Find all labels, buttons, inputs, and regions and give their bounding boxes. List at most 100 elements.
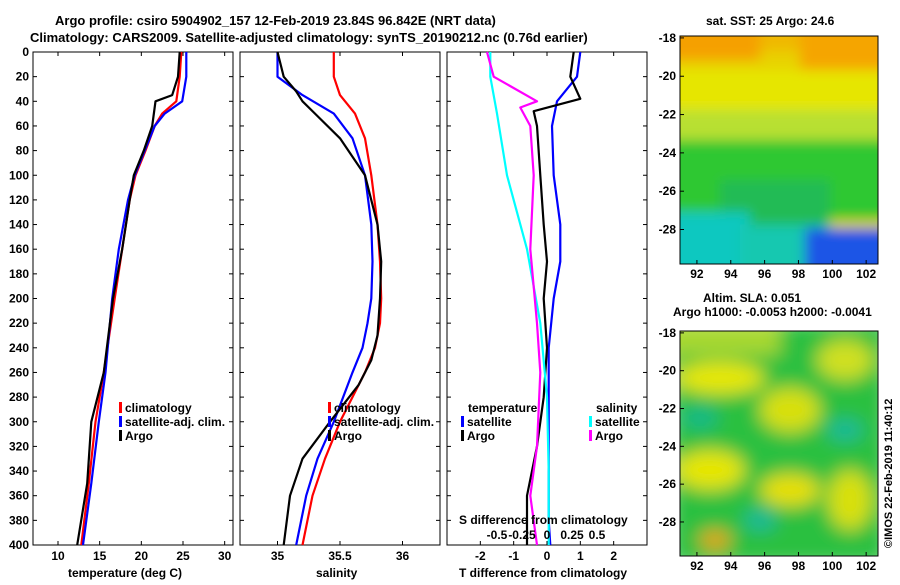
- legend-swatch-climatology: [328, 402, 331, 413]
- title-line-1: Argo profile: csiro 5904902_157 12-Feb-2…: [55, 13, 496, 28]
- sla-cyan-spot-2: [827, 420, 863, 440]
- legend-label-climatology: climatology: [125, 401, 192, 415]
- depth-tick-label: 20: [16, 70, 30, 84]
- legend-label-climatology: climatology: [334, 401, 401, 415]
- sla-map: [680, 331, 878, 556]
- map-y-tick-label: -18: [659, 31, 677, 45]
- salinity-xlabel: salinity: [316, 566, 358, 580]
- legend-label-s-satellite: satellite: [595, 415, 640, 429]
- map-x-tick-label: 102: [856, 559, 876, 573]
- legend-title-salinity: salinity: [596, 401, 638, 415]
- series-argo: [76, 51, 181, 546]
- legend-swatch-argo: [328, 430, 331, 441]
- legend-swatch-t-satellite: [461, 416, 464, 427]
- legend-label-satellite: satellite-adj. clim.: [125, 415, 225, 429]
- depth-tick-label: 300: [9, 415, 29, 429]
- sla-cyan-spot-3: [744, 510, 776, 530]
- legend-swatch-climatology: [119, 402, 122, 413]
- sst-map-axes: 92 94 96 98 100 102 -18 -20 -22 -24 -26 -28: [659, 31, 877, 281]
- temperature-xlabel: temperature (deg C): [68, 566, 182, 580]
- sst-orange-band: [760, 36, 800, 51]
- depth-tick-label: 280: [9, 390, 29, 404]
- x-tick-label: 36: [396, 549, 410, 563]
- sla-orange-south: [699, 531, 731, 549]
- title-line-2: Climatology: CARS2009. Satellite-adjuste…: [30, 30, 588, 45]
- sla-map-subtitle: Argo h1000: -0.0053 h2000: -0.0041: [673, 305, 872, 319]
- map-x-tick-label: 94: [724, 267, 738, 281]
- legend-label-argo: Argo: [334, 429, 362, 443]
- legend-label-s-argo: Argo: [595, 429, 623, 443]
- salinity-panel: [239, 51, 441, 546]
- map-y-tick-label: -24: [659, 439, 677, 453]
- sst-cyan-west: [680, 212, 750, 264]
- s-difference-label: S difference from climatology: [459, 513, 628, 527]
- salinity-plot: 35 35.5 36: [240, 51, 440, 563]
- x-tick-label: 30: [218, 549, 232, 563]
- x-tick-label: 15: [93, 549, 107, 563]
- sst-warm-northwest: [680, 36, 760, 60]
- depth-tick-label: 360: [9, 489, 29, 503]
- map-y-tick-label: -18: [659, 326, 677, 340]
- legend-swatch-satellite: [119, 416, 122, 427]
- x-tick-label: 0: [544, 549, 551, 563]
- depth-tick-label: 180: [9, 267, 29, 281]
- map-y-tick-label: -20: [659, 364, 677, 378]
- legend-swatch-s-satellite: [589, 416, 592, 427]
- series-argo: [276, 51, 383, 546]
- map-y-tick-label: -22: [659, 108, 677, 122]
- legend-label-satellite: satellite-adj. clim.: [334, 415, 434, 429]
- depth-tick-label: 120: [9, 193, 29, 207]
- difference-xlabel: T difference from climatology: [459, 566, 627, 580]
- difference-plot: -2 -1 0 1 2: [447, 51, 647, 563]
- depth-tick-label: 220: [9, 316, 29, 330]
- depth-axis: 0 20 40 60 80 100 120 140 160 180 200 220 240 260 280 3…: [9, 45, 29, 552]
- map-y-tick-label: -22: [659, 402, 677, 416]
- depth-tick-label: 400: [9, 538, 29, 552]
- sla-map-frame: [679, 330, 879, 557]
- legend-swatch-s-argo: [589, 430, 592, 441]
- difference-panel: [446, 51, 648, 546]
- map-x-tick-label: 98: [792, 267, 806, 281]
- x-tick-label: 2: [610, 549, 617, 563]
- map-y-tick-label: -28: [659, 515, 677, 529]
- depth-tick-label: 60: [16, 119, 30, 133]
- x-tick-label: -2: [475, 549, 486, 563]
- depth-tick-label: 340: [9, 464, 29, 478]
- s-difference-ticks: -0.5 -0.25 0 0.25 0.5: [487, 528, 606, 542]
- series-s-satellite: [489, 52, 550, 545]
- map-x-tick-label: 96: [758, 267, 772, 281]
- depth-tick-label: 40: [16, 94, 30, 108]
- sla-cyan-spot: [682, 408, 718, 428]
- sla-map-axes: 92 94 96 98 100 102 -18 -20 -22 -24 -26 -28: [659, 326, 877, 573]
- sla-yellow-south: [760, 474, 820, 506]
- sla-yellow-north: [680, 362, 765, 394]
- sla-yellow-southeast: [828, 470, 872, 530]
- map-y-tick-label: -24: [659, 146, 677, 160]
- sst-map: [680, 36, 878, 264]
- temperature-legend: climatology satellite-adj. clim. Argo: [119, 401, 225, 443]
- x-tick-label: 25: [176, 549, 190, 563]
- sla-map-title: Altim. SLA: 0.051: [703, 291, 801, 305]
- s-diff-tick-label: 0.25: [560, 528, 584, 542]
- map-x-tick-label: 100: [822, 267, 842, 281]
- map-x-tick-label: 96: [758, 559, 772, 573]
- x-tick-label: 20: [135, 549, 149, 563]
- legend-swatch-t-argo: [461, 430, 464, 441]
- x-tick-label: 35.5: [328, 549, 352, 563]
- legend-title-temperature: temperature: [468, 401, 538, 415]
- s-diff-tick-label: 0: [544, 528, 551, 542]
- depth-tick-label: 240: [9, 341, 29, 355]
- salinity-legend: climatology satellite-adj. clim. Argo: [328, 401, 434, 443]
- map-y-tick-label: -26: [659, 477, 677, 491]
- temperature-plot: 10 15 20 25 30: [33, 51, 233, 563]
- map-x-tick-label: 98: [792, 559, 806, 573]
- depth-tick-label: 200: [9, 292, 29, 306]
- map-x-tick-label: 92: [690, 267, 704, 281]
- depth-tick-label: 380: [9, 513, 29, 527]
- sla-yellow-northeast: [817, 340, 873, 380]
- depth-tick-label: 320: [9, 439, 29, 453]
- series-s-argo: [485, 51, 542, 546]
- sst-blue-southeast: [805, 228, 878, 264]
- sst-map-title: sat. SST: 25 Argo: 24.6: [706, 14, 835, 28]
